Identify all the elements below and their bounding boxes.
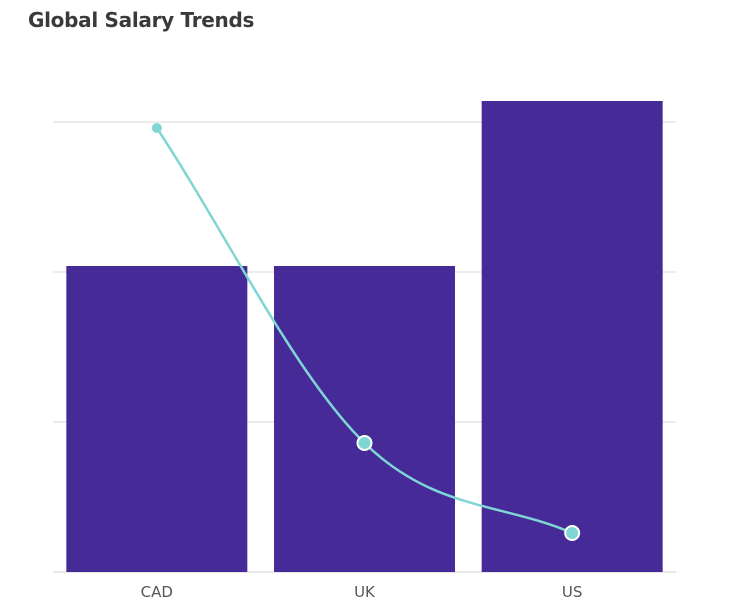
x-axis: CAD UK US (141, 583, 583, 601)
bar-cad (66, 266, 248, 572)
line-point-us (564, 525, 581, 541)
chart-title: Global Salary Trends (28, 8, 255, 32)
line-point-cad (151, 123, 162, 133)
bar-series (66, 101, 663, 572)
line-series (151, 123, 581, 541)
x-tick-label: US (562, 583, 583, 601)
bar-uk (274, 266, 455, 572)
line-point-uk (356, 435, 373, 451)
x-tick-label: UK (354, 583, 376, 601)
x-tick-label: CAD (141, 583, 173, 601)
bar-us (481, 101, 663, 572)
trend-line (155, 127, 573, 535)
